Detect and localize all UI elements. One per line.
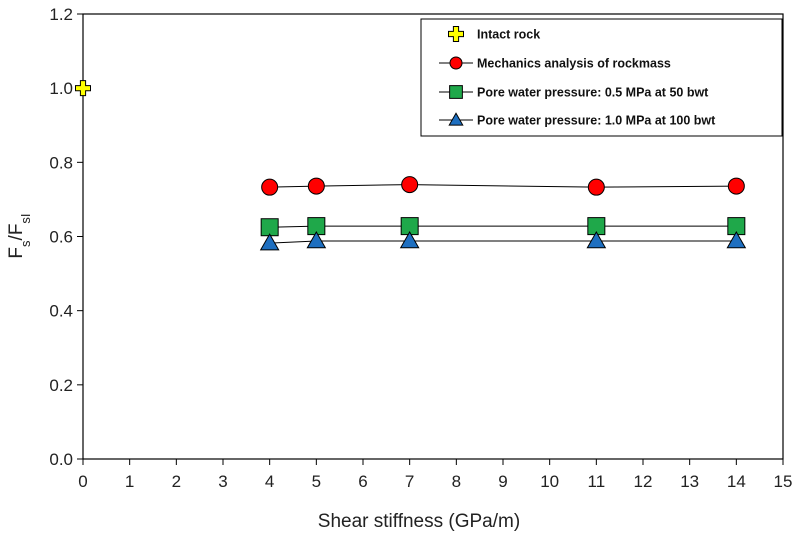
triangle-marker <box>306 230 327 249</box>
circle-marker <box>261 178 279 196</box>
x-tick-label: 5 <box>312 472 321 491</box>
x-tick-label: 9 <box>498 472 507 491</box>
cross-marker <box>448 26 464 42</box>
circle-marker <box>727 177 745 195</box>
x-tick-label: 10 <box>540 472 559 491</box>
cross-marker <box>75 80 91 97</box>
triangle-marker <box>726 230 747 249</box>
circle-marker <box>587 178 605 196</box>
y-axis-title: Fs/FsI <box>6 213 33 258</box>
x-tick-label: 1 <box>125 472 134 491</box>
x-tick-label: 12 <box>634 472 653 491</box>
y-axis-title-sub1: s <box>18 240 33 247</box>
y-tick-label: 0.4 <box>49 302 73 321</box>
legend-label: Pore water pressure: 0.5 MPa at 50 bwt <box>477 86 709 100</box>
legend-label: Intact rock <box>477 28 540 42</box>
y-axis-ticks: 0.0 0.2 0.4 0.6 0.8 1.0 1.2 <box>49 5 83 469</box>
series-line <box>269 184 737 188</box>
x-tick-label: 2 <box>172 472 181 491</box>
y-tick-label: 0.6 <box>49 228 73 247</box>
square-marker <box>449 85 463 99</box>
circle-marker <box>307 177 325 195</box>
x-tick-label: 6 <box>358 472 367 491</box>
y-axis-title-main: F <box>6 247 27 259</box>
x-tick-label: 7 <box>405 472 414 491</box>
x-tick-label: 14 <box>727 472 746 491</box>
y-tick-label: 1.2 <box>49 5 73 24</box>
circle-marker <box>401 176 419 194</box>
legend-label: Mechanics analysis of rockmass <box>477 57 671 71</box>
y-axis-title-sub2: sI <box>18 213 33 223</box>
x-tick-label: 4 <box>265 472 274 491</box>
x-tick-label: 8 <box>452 472 461 491</box>
y-tick-label: 0.0 <box>49 450 73 469</box>
legend-item: Pore water pressure: 0.5 MPa at 50 bwt <box>439 85 709 100</box>
y-tick-label: 0.8 <box>49 153 73 172</box>
legend: Intact rock Mechanics analysis of rockmas… <box>420 18 783 137</box>
x-axis-ticks: 0 1 2 3 4 5 6 7 8 9 10 11 12 13 14 15 <box>78 459 792 491</box>
x-tick-label: 15 <box>774 472 793 491</box>
series-cross <box>75 80 91 97</box>
triangle-marker <box>259 233 280 251</box>
triangle-marker <box>399 230 420 249</box>
circle-marker <box>449 56 463 70</box>
y-tick-label: 1.0 <box>49 79 73 98</box>
series-circle <box>261 176 745 196</box>
series-square <box>260 217 746 237</box>
x-axis-title: Shear stiffness (GPa/m) <box>318 511 520 532</box>
series-triangle <box>259 230 747 251</box>
legend-label: Pore water pressure: 1.0 MPa at 100 bwt <box>477 114 716 128</box>
x-tick-label: 0 <box>78 472 87 491</box>
legend-item: Intact rock <box>448 26 540 42</box>
triangle-marker <box>448 112 464 126</box>
y-axis-title-sep: /F <box>6 224 27 241</box>
x-tick-label: 13 <box>680 472 699 491</box>
legend-box <box>420 18 783 137</box>
y-tick-label: 0.2 <box>49 376 73 395</box>
x-tick-label: 3 <box>218 472 227 491</box>
series-line <box>269 240 737 244</box>
legend-item: Mechanics analysis of rockmass <box>439 56 671 71</box>
series-line <box>269 225 737 228</box>
triangle-marker <box>586 230 607 249</box>
legend-item: Pore water pressure: 1.0 MPa at 100 bwt <box>439 112 716 128</box>
x-tick-label: 11 <box>588 472 606 491</box>
series-layer <box>75 80 747 251</box>
